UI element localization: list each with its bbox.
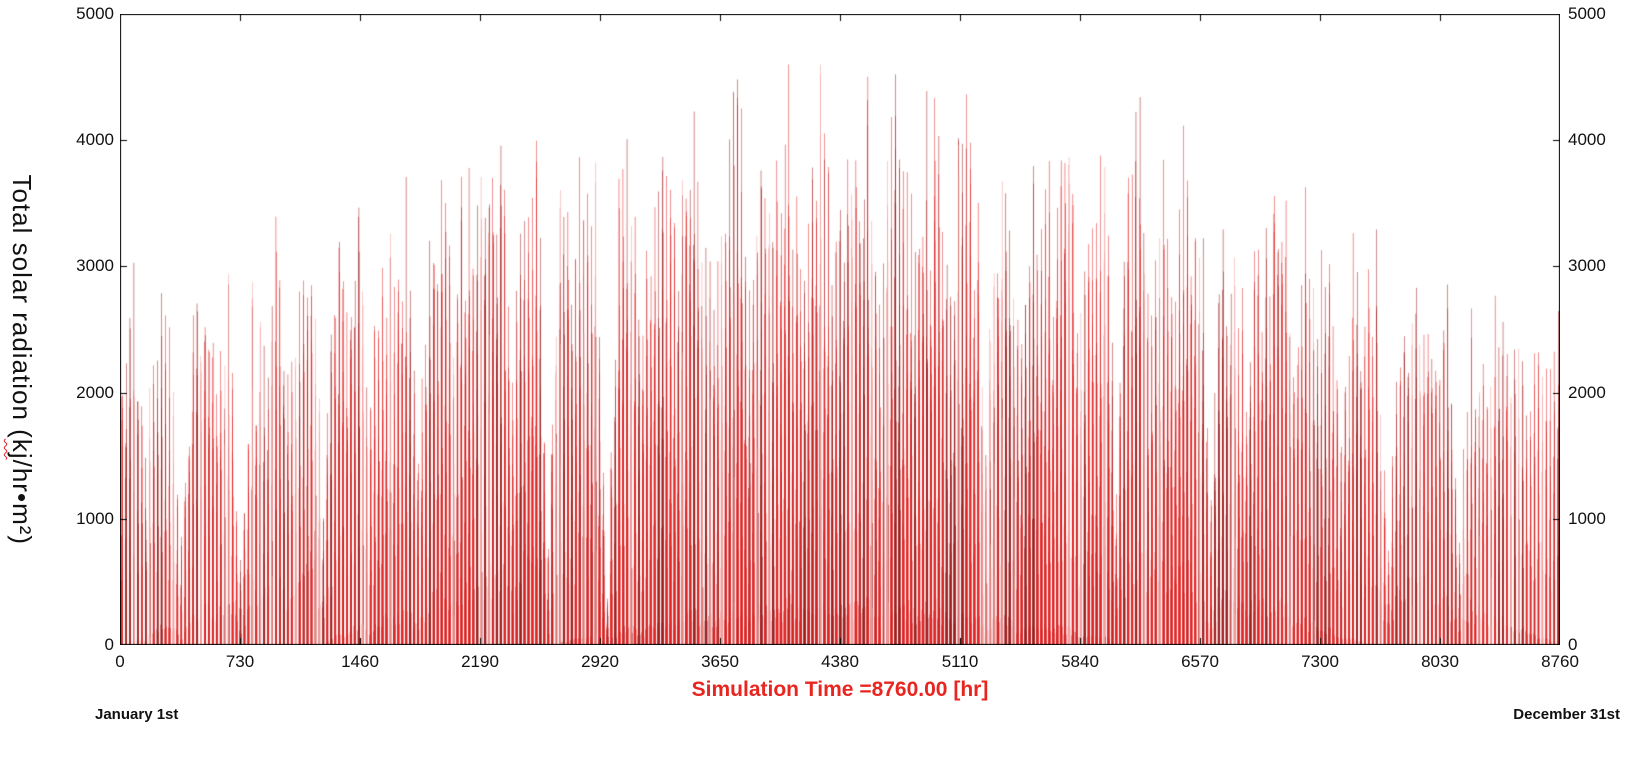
y-axis-title-suffix: /hr•m²) bbox=[7, 459, 37, 545]
y-tick-label-left: 0 bbox=[104, 635, 114, 654]
x-tick-label: 2920 bbox=[581, 652, 619, 671]
x-tick-label: 4380 bbox=[821, 652, 859, 671]
x-tick-label: 8760 bbox=[1541, 652, 1579, 671]
x-tick-label: 5110 bbox=[941, 652, 979, 671]
y-tick-label-right: 3000 bbox=[1568, 256, 1606, 276]
x-tick-label: 8030 bbox=[1421, 652, 1459, 671]
y-tick-label-right: 2000 bbox=[1568, 382, 1606, 402]
y-tick-label-left: 1000 bbox=[76, 508, 114, 528]
x-tick-label: 1460 bbox=[341, 652, 379, 671]
x-tick-label: 6570 bbox=[1181, 652, 1219, 671]
x-tick-label: 3650 bbox=[701, 652, 739, 671]
x-tick-label: 730 bbox=[225, 652, 255, 671]
x-axis-end-date-label: December 31st bbox=[1513, 706, 1620, 723]
x-tick-label: 0 bbox=[115, 652, 125, 671]
y-tick-label-right: 1000 bbox=[1568, 508, 1606, 528]
y-tick-label-left: 4000 bbox=[76, 130, 114, 150]
x-tick-label: 5840 bbox=[1061, 652, 1099, 671]
x-tick-label: 7300 bbox=[1301, 652, 1339, 671]
y-tick-label-left: 3000 bbox=[76, 256, 114, 276]
y-tick-label-left: 5000 bbox=[76, 4, 114, 23]
y-tick-label-right: 5000 bbox=[1568, 4, 1606, 23]
y-axis-title: Total solar radiation (kj/hr•m²) bbox=[6, 174, 37, 545]
y-axis-title-prefix: Total solar radiation ( bbox=[7, 173, 37, 439]
y-tick-label-right: 4000 bbox=[1568, 130, 1606, 150]
y-tick-label-right: 0 bbox=[1568, 635, 1578, 654]
x-tick-label: 2190 bbox=[461, 652, 499, 671]
x-axis-start-date-label: January 1st bbox=[95, 706, 179, 723]
simulation-time-label: Simulation Time =8760.00 [hr] bbox=[691, 678, 989, 701]
y-tick-label-left: 2000 bbox=[76, 382, 114, 402]
chart-plot-area bbox=[120, 14, 1560, 645]
y-axis-title-misspelled-word: kj bbox=[7, 438, 37, 460]
